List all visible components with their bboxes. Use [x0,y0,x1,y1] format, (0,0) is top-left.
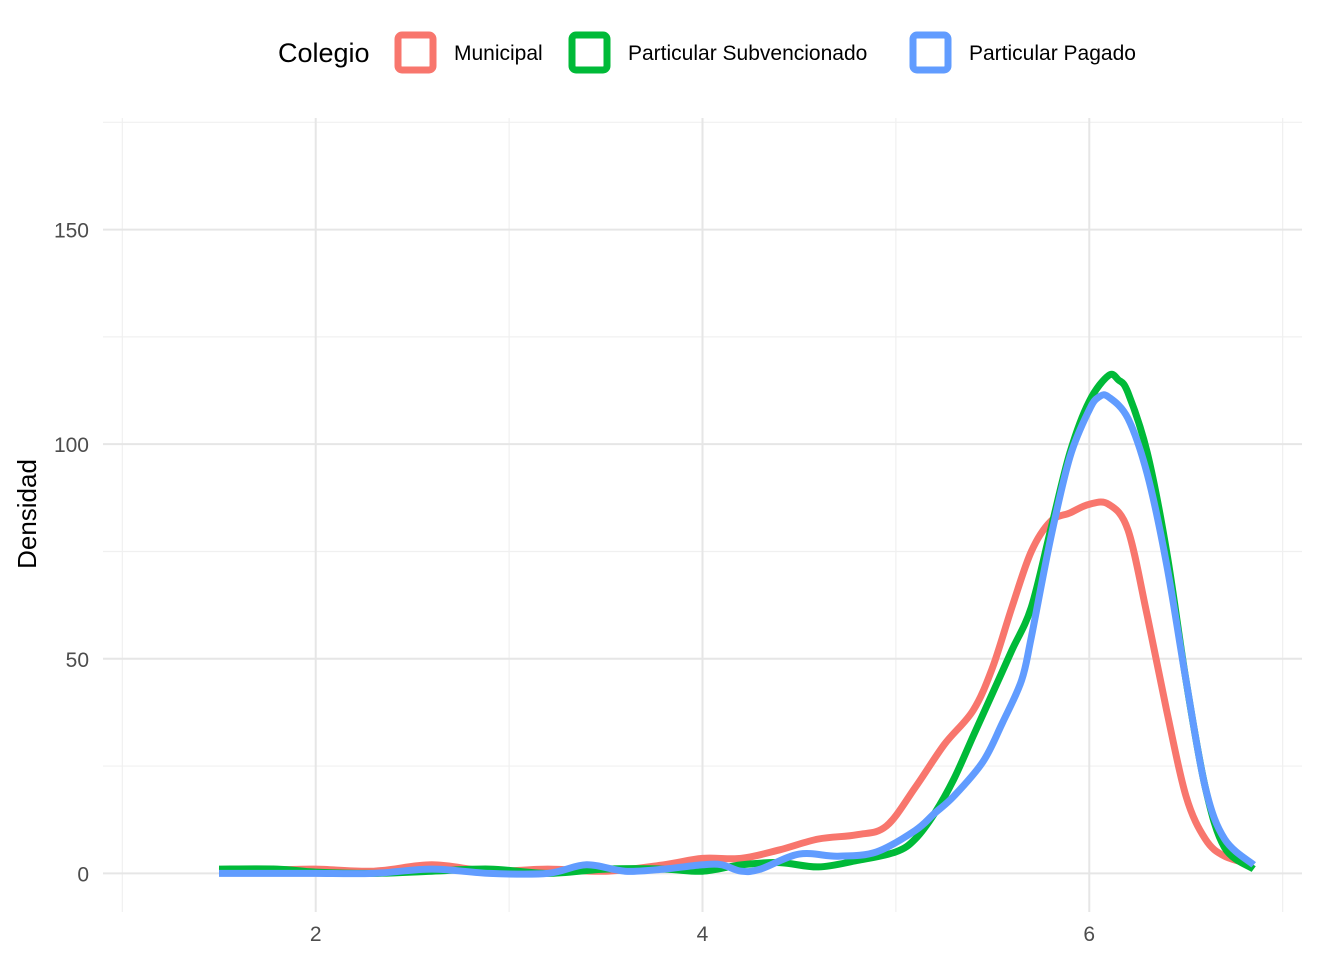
series-lines [218,370,1257,878]
legend-label-particular-pagado: Particular Pagado [969,42,1136,65]
y-tick-label: 100 [54,434,89,457]
y-tick-label: 50 [66,649,89,672]
y-tick-label: 0 [77,863,89,886]
legend-key-particular-subvencionado [568,31,611,74]
series-line-particular-subvencionado [218,370,1256,877]
legend-label-municipal: Municipal [454,42,543,65]
legend-title: Colegio [278,38,370,68]
y-tick-labels: 0 50 100 150 [54,220,89,887]
legend-label-particular-subvencionado: Particular Subvencionado [628,42,867,65]
series-line-municipal [218,498,1255,875]
y-axis-label: Densidad [12,459,42,569]
x-tick-label: 4 [697,923,709,946]
y-tick-label: 150 [54,220,89,243]
legend-key-municipal [394,31,437,74]
x-tick-label: 6 [1083,923,1095,946]
legend: Colegio Municipal Particular Subvencionad… [278,31,1136,74]
x-tick-label: 2 [310,923,322,946]
x-tick-labels: 2 4 6 [310,923,1095,946]
legend-key-particular-pagado [909,31,952,74]
series-line-particular-pagado [218,391,1257,878]
